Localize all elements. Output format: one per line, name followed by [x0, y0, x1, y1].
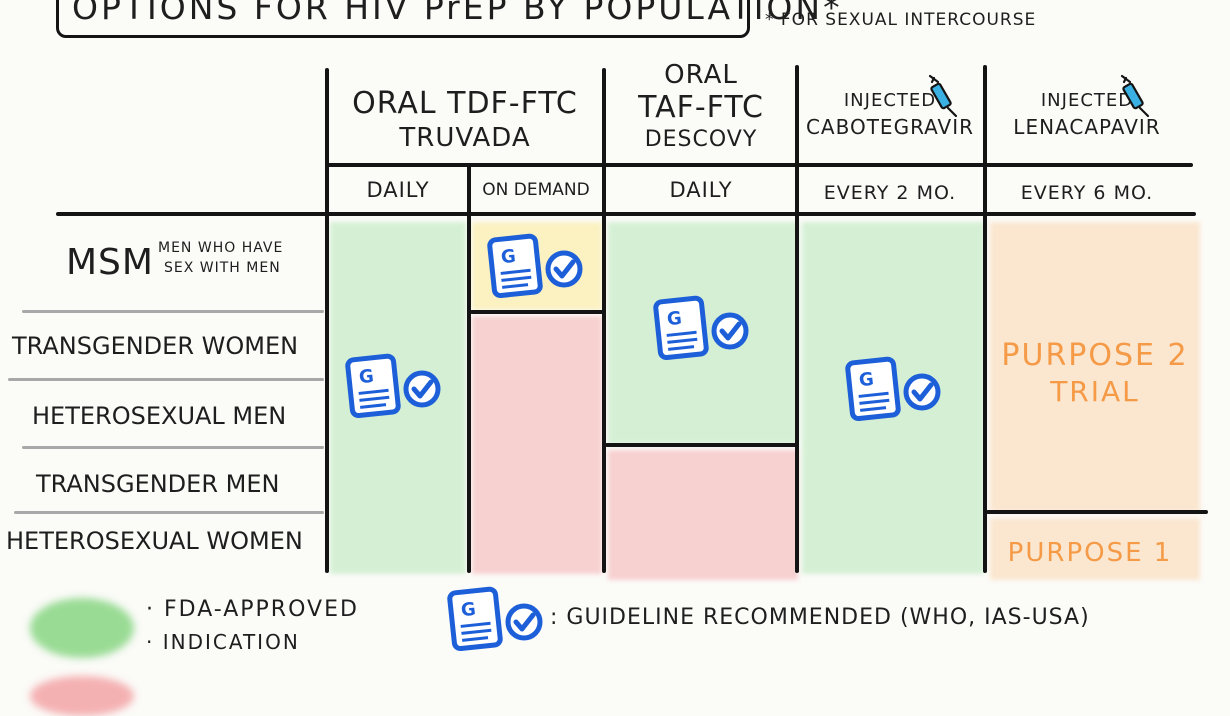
- frequency-taf-daily: DAILY: [669, 178, 733, 202]
- legend-fda-line1: · FDA-APPROVED: [146, 597, 359, 622]
- cell-lenacapavir-purpose2: [990, 222, 1200, 512]
- guideline-document-g-icon: G: [487, 233, 583, 299]
- legend-red-swatch: [30, 676, 134, 716]
- row-label-msm-sub2: SEX WITH MEN: [164, 260, 281, 276]
- cell-lenacapavir-purpose1: [990, 518, 1200, 580]
- syringe-icon: [1120, 74, 1150, 118]
- column-header-descovy: ORAL TAF-FTC DESCOVY: [606, 60, 796, 152]
- frequency-cabotegravir: EVERY 2 MO.: [823, 182, 957, 204]
- grid-vline-2: [467, 165, 471, 573]
- column-header-descovy-line2: DESCOVY: [644, 127, 758, 152]
- syringe-icon: [928, 74, 958, 118]
- svg-text:G: G: [460, 599, 477, 621]
- column-header-truvada: ORAL TDF-FTC TRUVADA: [330, 86, 600, 153]
- grid-hline-main: [56, 212, 1196, 216]
- guideline-document-g-icon: G: [653, 295, 749, 361]
- footnote: * FOR SEXUAL INTERCOURSE: [765, 10, 1037, 30]
- column-header-cabotegravir: INJECTED CABOTEGRAVIR: [798, 90, 982, 139]
- grid-vline-5: [983, 65, 987, 573]
- frequency-lenacapavir: EVERY 6 MO.: [1020, 182, 1154, 204]
- grid-vline-4: [795, 65, 799, 573]
- column-header-truvada-line1: ORAL TDF-FTC: [352, 86, 578, 121]
- row-label-heterosexual-men: HETEROSEXUAL MEN: [32, 402, 287, 430]
- column-header-truvada-line2: TRUVADA: [399, 123, 531, 153]
- svg-text:G: G: [666, 308, 683, 330]
- guideline-document-g-icon: G: [345, 353, 441, 419]
- grid-hline-lenacapavir: [986, 510, 1208, 514]
- column-header-descovy-line1b: TAF-FTC: [638, 90, 764, 125]
- purpose-2-line1: PURPOSE 2: [1001, 338, 1189, 373]
- purpose-1-label: PURPOSE 1: [1007, 538, 1173, 568]
- guideline-document-g-icon: G: [845, 356, 941, 422]
- frequency-tdf-ondemand: ON DEMAND: [482, 180, 590, 200]
- row-label-transgender-men: TRANSGENDER MEN: [36, 470, 280, 498]
- cell-tdf-ondemand-others: [472, 316, 602, 574]
- legend-guideline-text: : GUIDELINE RECOMMENDED (WHO, IAS-USA): [550, 605, 1090, 630]
- title-box: [56, 0, 750, 38]
- column-header-lenacapavir: INJECTED LENACAPAVIR: [987, 90, 1187, 139]
- row-separator-3: [22, 446, 324, 449]
- row-separator-4: [14, 511, 324, 514]
- svg-text:G: G: [858, 369, 875, 391]
- row-label-msm: MSM: [66, 242, 154, 283]
- legend-guideline-document-g-icon: G: [447, 586, 543, 652]
- row-label-heterosexual-women: HETEROSEXUAL WOMEN: [6, 527, 303, 555]
- frequency-tdf-daily: DAILY: [366, 178, 430, 202]
- column-header-cabotegravir-line2: CABOTEGRAVIR: [805, 115, 975, 139]
- svg-text:G: G: [358, 366, 375, 388]
- column-header-descovy-line1: ORAL: [664, 60, 738, 90]
- cell-taf-lower: [608, 450, 798, 580]
- page-title: OPTIONS FOR HIV PrEP BY POPULATION*: [72, 0, 843, 27]
- row-separator-1: [22, 310, 324, 313]
- grid-vline-1: [325, 68, 329, 573]
- legend-fda-line2: · INDICATION: [146, 630, 300, 654]
- purpose-2-trial-label: PURPOSE 2 TRIAL: [990, 338, 1200, 408]
- row-label-msm-sub1: MEN WHO HAVE: [158, 240, 284, 256]
- column-header-lenacapavir-line1: INJECTED: [1040, 90, 1134, 111]
- column-header-lenacapavir-line2: LENACAPAVIR: [1013, 115, 1161, 139]
- column-header-cabotegravir-line1: INJECTED: [843, 90, 937, 111]
- row-label-transgender-women: TRANSGENDER WOMEN: [12, 332, 299, 360]
- svg-text:G: G: [500, 246, 517, 268]
- purpose-2-line2: TRIAL: [1050, 375, 1140, 408]
- grid-hline-header: [325, 163, 1193, 167]
- grid-vline-3: [602, 68, 606, 573]
- grid-hline-taf: [605, 443, 797, 447]
- legend-green-swatch: [30, 598, 134, 658]
- row-separator-2: [8, 378, 324, 381]
- grid-hline-ondemand: [470, 310, 604, 314]
